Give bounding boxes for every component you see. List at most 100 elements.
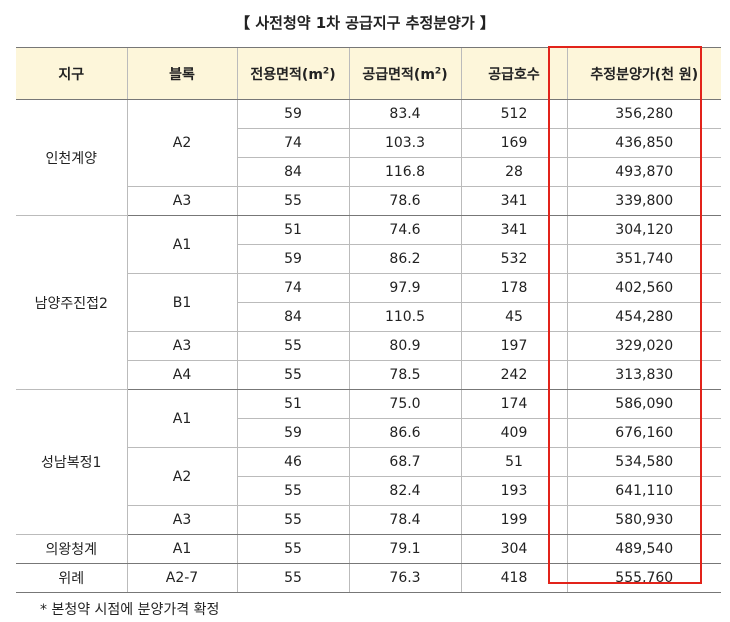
block-cell: A2 — [126, 99, 237, 187]
price-cell: 436,850 — [566, 128, 721, 158]
exclusive-area-cell: 59 — [236, 418, 349, 448]
exclusive-area-cell: 84 — [236, 302, 349, 332]
units-cell: 512 — [460, 99, 567, 129]
table-row: 84 116.8 28 493,870 — [16, 157, 721, 187]
district-cell: 남양주진접2 — [16, 215, 127, 390]
block-cell: B1 — [126, 273, 237, 332]
block-cell: A3 — [126, 505, 237, 535]
header-row: 지구 블록 전용면적(m2) 공급면적(m2) 공급호수 추정분양가(천 원) — [16, 47, 721, 100]
price-cell: 489,540 — [566, 534, 721, 564]
supply-area-cell: 78.5 — [348, 360, 461, 390]
units-cell: 169 — [460, 128, 567, 158]
table-row: A4 55 78.5 242 313,830 — [16, 360, 721, 390]
exclusive-area-cell: 46 — [236, 447, 349, 477]
units-cell: 193 — [460, 476, 567, 506]
supply-area-cell: 83.4 — [348, 99, 461, 129]
block-cell: A1 — [126, 534, 237, 564]
supply-area-cell: 76.3 — [348, 563, 461, 593]
exclusive-area-cell: 55 — [236, 534, 349, 564]
district-cell: 인천계양 — [16, 99, 127, 216]
price-cell: 329,020 — [566, 331, 721, 361]
supply-area-cell: 78.6 — [348, 186, 461, 216]
units-cell: 341 — [460, 215, 567, 245]
price-cell: 304,120 — [566, 215, 721, 245]
header-units: 공급호수 — [460, 47, 567, 100]
supply-area-cell: 75.0 — [348, 389, 461, 419]
units-cell: 341 — [460, 186, 567, 216]
block-cell: A1 — [126, 389, 237, 448]
table-body: 인천계양 A2 59 83.4 512 356,280 74 103.3 169 436,850 8… — [16, 99, 721, 593]
district-cell: 성남복정1 — [16, 389, 127, 535]
price-cell: 580,930 — [566, 505, 721, 535]
block-cell: A3 — [126, 186, 237, 216]
header-supply-area: 공급면적(m2) — [348, 47, 461, 100]
exclusive-area-cell: 55 — [236, 563, 349, 593]
supply-area-cell: 97.9 — [348, 273, 461, 303]
price-cell: 493,870 — [566, 157, 721, 187]
supply-area-cell: 110.5 — [348, 302, 461, 332]
exclusive-area-cell: 55 — [236, 360, 349, 390]
exclusive-area-cell: 55 — [236, 186, 349, 216]
exclusive-area-cell: 55 — [236, 331, 349, 361]
table-row: 성남복정1 A1 51 75.0 174 586,090 — [16, 389, 721, 535]
supply-area-cell: 68.7 — [348, 447, 461, 477]
footnote: * 본청약 시점에 분양가격 확정 — [40, 602, 220, 618]
header-district: 지구 — [16, 47, 127, 100]
price-cell: 339,800 — [566, 186, 721, 216]
units-cell: 532 — [460, 244, 567, 274]
units-cell: 197 — [460, 331, 567, 361]
price-cell: 356,280 — [566, 99, 721, 129]
table-row: 위례 A2-7 55 76.3 418 555,760 — [16, 563, 721, 593]
table-row: A3 55 80.9 197 329,020 — [16, 331, 721, 361]
units-cell: 28 — [460, 157, 567, 187]
district-cell: 의왕청계 — [16, 534, 127, 564]
exclusive-area-cell: 51 — [236, 215, 349, 245]
units-cell: 242 — [460, 360, 567, 390]
price-cell: 402,560 — [566, 273, 721, 303]
exclusive-area-cell: 74 — [236, 273, 349, 303]
table-row: 남양주진접2 A1 51 74.6 341 304,120 — [16, 215, 721, 390]
units-cell: 409 — [460, 418, 567, 448]
block-cell: A1 — [126, 215, 237, 274]
units-cell: 418 — [460, 563, 567, 593]
price-cell: 454,280 — [566, 302, 721, 332]
exclusive-area-cell: 51 — [236, 389, 349, 419]
block-cell: A2 — [126, 447, 237, 506]
supply-area-cell: 86.2 — [348, 244, 461, 274]
header-block: 블록 — [126, 47, 237, 100]
price-table: 지구 블록 전용면적(m2) 공급면적(m2) 공급호수 추정분양가(천 원) … — [16, 47, 721, 593]
table-title: 【 사전청약 1차 공급지구 추정분양가 】 — [235, 14, 495, 32]
units-cell: 199 — [460, 505, 567, 535]
block-cell: A3 — [126, 331, 237, 361]
header-exclusive-area: 전용면적(m2) — [236, 47, 349, 100]
units-cell: 174 — [460, 389, 567, 419]
supply-area-cell: 116.8 — [348, 157, 461, 187]
exclusive-area-cell: 55 — [236, 505, 349, 535]
units-cell: 45 — [460, 302, 567, 332]
district-cell: 위례 — [16, 563, 127, 593]
supply-area-cell: 78.4 — [348, 505, 461, 535]
exclusive-area-cell: 74 — [236, 128, 349, 158]
block-cell: A4 — [126, 360, 237, 390]
units-cell: 51 — [460, 447, 567, 477]
units-cell: 304 — [460, 534, 567, 564]
price-cell: 641,110 — [566, 476, 721, 506]
supply-area-cell: 86.6 — [348, 418, 461, 448]
table-row: A3 55 78.6 341 339,800 — [16, 186, 721, 216]
table-row: 인천계양 A2 59 83.4 512 356,280 — [16, 99, 721, 216]
exclusive-area-cell: 59 — [236, 99, 349, 129]
price-cell: 676,160 — [566, 418, 721, 448]
supply-area-cell: 79.1 — [348, 534, 461, 564]
units-cell: 178 — [460, 273, 567, 303]
block-cell: A2-7 — [126, 563, 237, 593]
price-cell: 555,760 — [566, 563, 721, 593]
supply-area-cell: 103.3 — [348, 128, 461, 158]
supply-area-cell: 80.9 — [348, 331, 461, 361]
exclusive-area-cell: 59 — [236, 244, 349, 274]
supply-area-cell: 74.6 — [348, 215, 461, 245]
exclusive-area-cell: 84 — [236, 157, 349, 187]
price-cell: 586,090 — [566, 389, 721, 419]
table-row: 의왕청계 A1 55 79.1 304 489,540 — [16, 534, 721, 564]
price-cell: 313,830 — [566, 360, 721, 390]
price-cell: 534,580 — [566, 447, 721, 477]
